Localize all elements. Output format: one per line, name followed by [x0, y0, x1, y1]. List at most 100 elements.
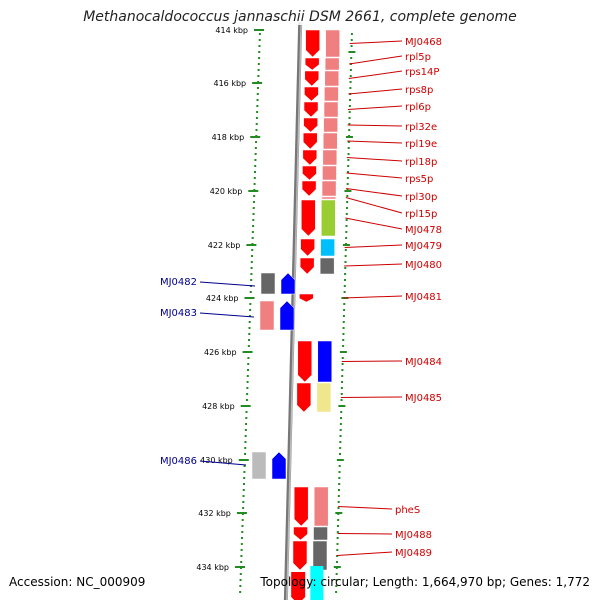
- inner-dotted-track: [242, 495, 245, 497]
- outer-dotted-track: [339, 447, 342, 449]
- outer-dotted-track: [343, 291, 346, 293]
- inner-dotted-track: [240, 561, 243, 563]
- outer-dotted-track: [347, 147, 350, 149]
- inner-dotted-track: [252, 207, 255, 209]
- outer-dotted-track: [349, 75, 352, 77]
- gene-leader-line: [199, 460, 247, 466]
- gene-leader-line: [337, 533, 393, 535]
- cds-category-bar: [310, 566, 324, 600]
- forward-gene-label: pheS: [395, 505, 420, 516]
- gene-leader-line: [199, 281, 256, 287]
- outer-dotted-track: [345, 225, 348, 227]
- outer-dotted-track: [342, 321, 345, 323]
- cds-forward-arrow: [299, 293, 314, 303]
- gene-leader-line: [346, 188, 403, 197]
- gene-leader-line: [336, 551, 393, 556]
- outer-dotted-track: [346, 201, 349, 203]
- reverse-gene-label: MJ0486: [160, 456, 197, 467]
- scale-tick-label: 434 kbp: [196, 563, 229, 572]
- inner-dotted-track: [245, 411, 248, 413]
- forward-gene-label: MJ0484: [405, 357, 442, 368]
- forward-gene-label: MJ0485: [405, 393, 442, 404]
- inner-dotted-track: [257, 69, 260, 71]
- forward-gene-label: MJ0478: [405, 225, 442, 236]
- gene-leader-line: [349, 40, 403, 44]
- cds-category-bar: [321, 196, 337, 200]
- outer-dotted-track: [349, 99, 352, 101]
- outer-dotted-track: [343, 279, 346, 281]
- outer-dotted-track: [348, 105, 351, 107]
- outer-dotted-track: [339, 453, 342, 455]
- forward-gene-label: rpl18p: [405, 157, 437, 168]
- outer-dotted-track: [341, 357, 344, 359]
- inner-dotted-track: [246, 381, 249, 383]
- cds-category-bar: [313, 486, 329, 527]
- inner-dotted-track: [246, 393, 249, 395]
- cds-reverse-arrow: [280, 272, 296, 295]
- inner-dotted-track: [242, 489, 245, 491]
- inner-dotted-track: [258, 33, 261, 35]
- inner-dotted-track: [239, 579, 242, 581]
- outer-dotted-track: [346, 195, 349, 197]
- cds-category-bar: [317, 340, 333, 383]
- inner-dotted-track: [246, 387, 249, 389]
- forward-gene-label: rpl19e: [405, 139, 437, 150]
- outer-dotted-track: [344, 261, 347, 263]
- cds-forward-arrow: [291, 572, 306, 600]
- gene-leader-line: [345, 197, 403, 214]
- outer-dotted-track: [339, 435, 342, 437]
- inner-dotted-track: [239, 573, 242, 575]
- forward-gene-label: MJ0468: [405, 37, 442, 48]
- outer-dotted-track: [335, 579, 338, 581]
- cds-forward-arrow: [304, 57, 320, 71]
- cds-category-bar: [316, 382, 332, 413]
- outer-dotted-track: [342, 339, 345, 341]
- cds-category-bar: [260, 272, 276, 295]
- inner-dotted-track: [242, 501, 245, 503]
- inner-dotted-track: [247, 369, 249, 371]
- forward-gene-label: MJ0488: [395, 530, 432, 541]
- gene-leader-line: [343, 295, 403, 299]
- scale-tick-label: 414 kbp: [215, 26, 248, 35]
- cds-forward-arrow: [297, 340, 313, 383]
- outer-dotted-track: [337, 519, 340, 521]
- outer-dotted-track: [336, 543, 339, 545]
- outer-dotted-track: [343, 309, 346, 311]
- outer-dotted-track: [345, 237, 348, 239]
- forward-gene-label: MJ0480: [405, 260, 442, 271]
- inner-dotted-track: [258, 57, 261, 59]
- outer-dotted-track: [347, 153, 350, 155]
- cds-category-bar: [321, 180, 337, 197]
- outer-dotted-track: [339, 441, 342, 443]
- cds-category-bar: [325, 29, 340, 58]
- outer-dotted-track: [336, 549, 339, 551]
- inner-dotted-track: [250, 273, 253, 275]
- outer-dotted-track: [339, 429, 342, 431]
- outer-dotted-track: [338, 483, 341, 485]
- outer-dotted-track: [350, 57, 353, 59]
- cds-category-bar: [323, 117, 338, 133]
- cds-reverse-arrow: [271, 451, 287, 480]
- outer-dotted-track: [344, 273, 347, 275]
- accession-text: Accession: NC_000909: [9, 575, 146, 589]
- outer-dotted-track: [347, 159, 350, 161]
- inner-dotted-track: [247, 357, 250, 359]
- inner-dotted-track: [252, 213, 255, 215]
- cds-forward-arrow: [300, 238, 315, 257]
- gene-leader-line: [346, 157, 403, 162]
- outer-dotted-track: [348, 123, 351, 125]
- inner-dotted-track: [256, 93, 259, 95]
- outer-dotted-track: [340, 399, 343, 401]
- outer-dotted-track: [341, 381, 344, 383]
- inner-dotted-track: [240, 549, 243, 551]
- inner-dotted-track: [243, 471, 246, 473]
- outer-dotted-track: [344, 255, 347, 257]
- cds-category-bar: [312, 540, 328, 571]
- cds-category-bar: [313, 526, 328, 541]
- inner-dotted-track: [240, 555, 243, 557]
- outer-dotted-track: [345, 231, 348, 233]
- gene-leader-line: [338, 506, 393, 510]
- inner-dotted-track: [251, 255, 254, 257]
- inner-dotted-track: [241, 531, 244, 533]
